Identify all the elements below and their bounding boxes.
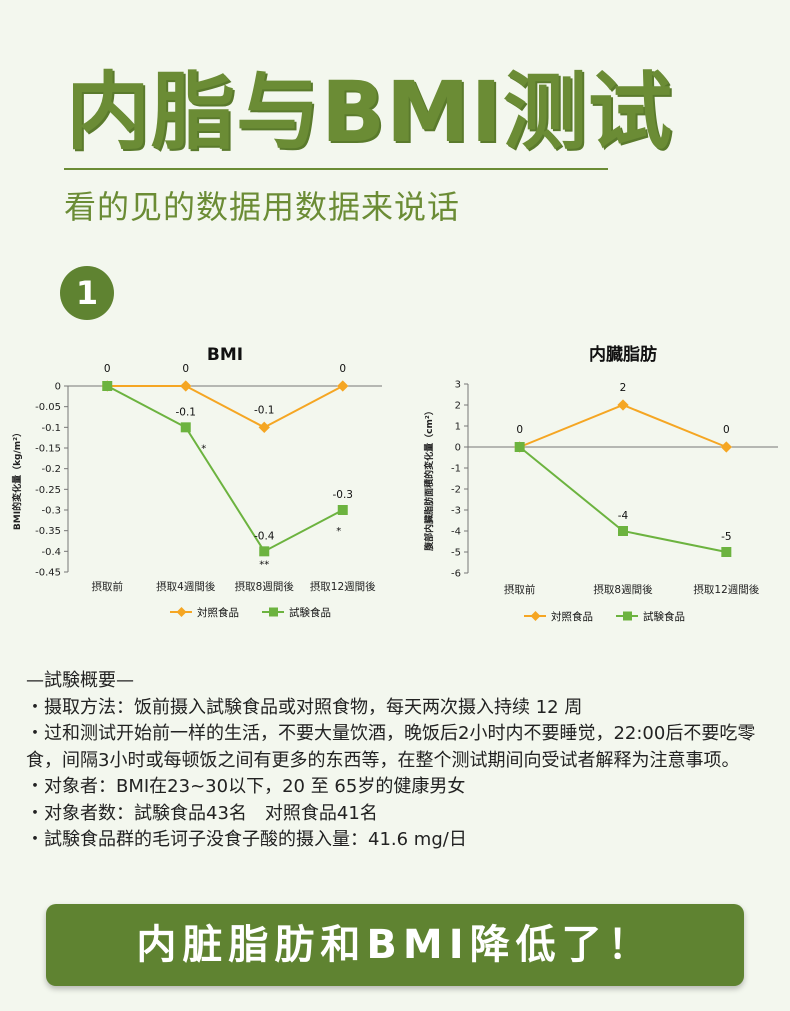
data-point <box>618 526 628 536</box>
trial-summary-item: ・对象者：BMI在23~30以下，20 至 65岁的健康男女 <box>26 776 466 797</box>
chart-title: BMI <box>207 345 243 365</box>
series-line <box>107 385 344 429</box>
x-tick-label: 摂取4週間後 <box>156 580 216 593</box>
data-label: 0 <box>339 363 346 375</box>
data-label: -0.3 <box>333 489 354 501</box>
legend-marker <box>530 611 541 621</box>
y-axis-label: BMI的変化量（kg/m²） <box>11 428 23 530</box>
data-label: 0 <box>723 424 730 436</box>
y-tick-label: 2 <box>455 401 461 412</box>
y-tick-label: -5 <box>451 548 461 559</box>
data-label: -0.1 <box>176 406 197 418</box>
x-tick-label: 摂取8週間後 <box>593 583 653 596</box>
y-tick-label: 1 <box>455 422 461 433</box>
legend-label: 対照食品 <box>197 606 239 619</box>
trial-summary-item: ・对象者数：試験食品43名 对照食品41名 <box>26 802 378 824</box>
data-label: -4 <box>618 510 629 522</box>
series-line <box>519 403 727 448</box>
y-tick-label: -3 <box>451 506 461 517</box>
legend-label: 対照食品 <box>551 610 593 623</box>
significance-mark: * <box>336 526 341 537</box>
page-title: 内脂与BMI测试 <box>66 63 673 161</box>
result-banner: 内脏脂肪和BMI降低了！ <box>46 904 744 986</box>
x-tick-label: 摂取前 <box>504 583 536 596</box>
y-tick-label: -1 <box>451 464 461 475</box>
data-point <box>180 422 191 433</box>
legend-label: 試験食品 <box>289 606 331 619</box>
x-tick-label: 摂取12週間後 <box>693 583 759 596</box>
data-point <box>721 547 732 557</box>
y-tick-label: -2 <box>451 485 461 496</box>
y-tick-label: -0.15 <box>35 444 61 455</box>
series-line <box>519 446 727 553</box>
y-tick-label: -0.45 <box>35 568 61 579</box>
trial-summary: —試験概要— ・摄取方法：饭前摄入試験食品或对照食物，每天两次摄入持续 12 周… <box>26 668 766 854</box>
data-point <box>259 546 270 557</box>
y-tick-label: -0.3 <box>41 506 61 517</box>
legend-marker <box>269 607 278 617</box>
data-point <box>180 380 192 392</box>
significance-mark: * <box>201 443 206 454</box>
significance-mark: ** <box>259 559 269 570</box>
y-tick-label: -0.25 <box>35 485 61 496</box>
chart-title: 内臓脂肪 <box>589 344 657 365</box>
legend-marker <box>176 607 187 617</box>
data-point <box>617 399 629 411</box>
y-tick-label: -0.1 <box>41 423 61 434</box>
data-point <box>514 442 525 452</box>
trial-summary-heading: —試験概要— <box>26 670 134 691</box>
data-point <box>102 381 113 391</box>
data-point <box>720 441 732 453</box>
data-label: -0.1 <box>254 404 275 416</box>
data-label: -5 <box>721 531 731 543</box>
y-tick-label: -6 <box>451 569 461 580</box>
trial-summary-item: ・試験食品群的毛诃子没食子酸的摄入量：41.6 mg/日 <box>26 829 467 850</box>
data-label: 0 <box>104 363 111 375</box>
data-label: 2 <box>620 382 627 394</box>
y-tick-label: -0.05 <box>35 402 61 413</box>
y-tick-label: -0.35 <box>35 526 61 537</box>
y-tick-label: -0.2 <box>41 464 61 475</box>
page-subtitle: 看的见的数据用数据来说话 <box>64 188 461 226</box>
trial-summary-item: ・过和测试开始前一样的生活，不要大量饮酒，晚饭后2小时内不要睡觉，22:00后不… <box>26 723 756 771</box>
trial-summary-item: ・摄取方法：饭前摄入試験食品或对照食物，每天两次摄入持续 12 周 <box>26 696 583 718</box>
y-axis-label: 腹部内臓脂肪面積的変化量（cm²） <box>423 406 435 552</box>
visceral-fat-chart: 内臓脂肪 3 2 1 0 -1 -2 -3 -4 -5 -6 腹部内臓脂肪面積的変化量（cm²） 摂取前… <box>423 344 778 623</box>
step-number-badge: 1 <box>60 266 114 320</box>
series-line <box>106 385 344 553</box>
data-point <box>337 505 348 515</box>
data-point <box>258 421 270 433</box>
x-tick-label: 摂取前 <box>92 580 124 593</box>
legend-label: 試験食品 <box>643 610 685 623</box>
x-tick-label: 摂取8週間後 <box>235 580 295 593</box>
data-label: 0 <box>516 424 523 436</box>
y-tick-label: -0.4 <box>41 547 61 558</box>
y-tick-label: 3 <box>455 380 461 391</box>
title-divider <box>64 168 608 170</box>
legend-marker <box>623 611 632 621</box>
data-label: -0.4 <box>254 530 275 542</box>
y-tick-label: 0 <box>55 382 61 393</box>
data-point <box>337 380 349 392</box>
x-tick-label: 摂取12週間後 <box>310 580 376 593</box>
y-tick-label: 0 <box>455 443 461 454</box>
y-tick-label: -4 <box>451 527 461 538</box>
bmi-chart: BMI 0 -0.05 -0.1 -0.15 -0.2 -0.25 -0.3 -0.35 -0.4… <box>11 345 382 619</box>
data-label: 0 <box>182 363 189 375</box>
